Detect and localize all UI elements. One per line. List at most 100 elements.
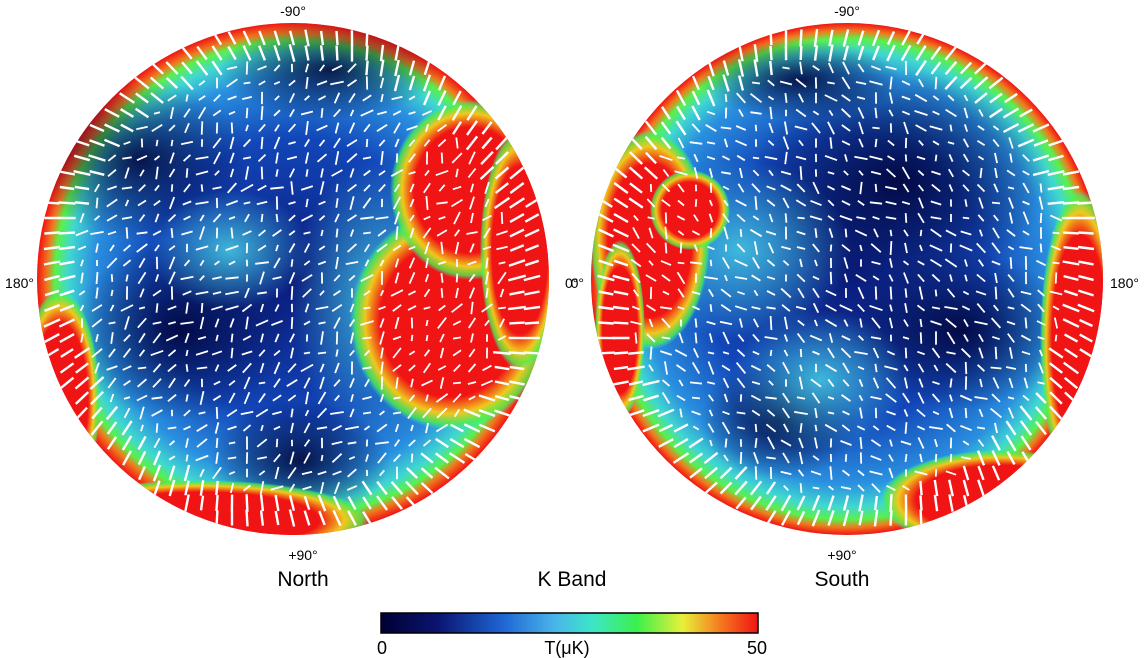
polarization-vector [290, 408, 294, 418]
polarization-vector [691, 90, 701, 106]
polarization-vector [59, 260, 75, 266]
polarization-vector [106, 436, 118, 450]
polarization-vector [644, 120, 658, 136]
polarization-vector [452, 90, 462, 106]
polarization-vector [185, 94, 189, 102]
polarization-vector [841, 76, 851, 90]
polarization-vector [524, 244, 540, 252]
polarization-vector [873, 228, 879, 238]
polarization-vector [347, 510, 357, 526]
polarization-vector [872, 216, 880, 220]
polarization-vector [812, 486, 820, 490]
polarization-vector [1008, 137, 1014, 149]
polarization-vector [768, 380, 774, 386]
polarization-vector [378, 139, 386, 147]
polarization-vector [494, 365, 510, 371]
polarization-vector [330, 80, 344, 86]
polarization-vector [677, 137, 685, 149]
polarization-vector [722, 351, 730, 355]
polarization-vector [106, 421, 118, 435]
polarization-vector [784, 92, 788, 104]
polarization-vector [275, 244, 279, 252]
polarization-vector [736, 92, 746, 104]
polarization-vector [88, 154, 106, 162]
polarization-vector [766, 306, 776, 310]
polarization-vector [959, 76, 973, 90]
polarization-vector [348, 93, 356, 103]
polarization-vector [408, 60, 416, 76]
polarization-vector [813, 45, 819, 61]
polarization-vector [451, 121, 463, 135]
polarization-vector [494, 394, 510, 402]
polarization-vector [362, 366, 372, 370]
polarization-vector [975, 290, 987, 296]
polarization-vector [74, 139, 90, 147]
polarization-vector [300, 214, 314, 222]
polarization-vector [500, 211, 504, 225]
polarization-vector [707, 361, 715, 375]
polarization-vector [151, 396, 163, 400]
polarization-vector [1049, 391, 1063, 405]
polarization-vector [613, 290, 629, 296]
polarization-vector [888, 454, 894, 462]
polarization-vector [691, 361, 701, 375]
polarization-vector [185, 349, 189, 357]
polarization-vector [478, 423, 496, 433]
polarization-vector [648, 318, 654, 328]
polarization-vector [453, 381, 461, 385]
polarization-vector [828, 485, 834, 491]
polarization-vector [44, 289, 60, 297]
polarization-vector [168, 168, 176, 178]
polarization-vector [106, 198, 118, 208]
polarization-vector [288, 168, 296, 178]
polarization-vector [855, 81, 867, 85]
polarization-vector [857, 484, 865, 492]
polarization-vector [1039, 212, 1043, 224]
polarization-vector [674, 170, 688, 176]
polarization-vector [422, 439, 432, 447]
polarization-vector [765, 230, 777, 236]
polarization-vector [242, 335, 252, 341]
polarization-vector [734, 466, 748, 480]
polarization-vector [944, 75, 958, 91]
polarization-vector [869, 304, 883, 312]
polarization-vector [767, 436, 775, 450]
polarization-vector [934, 438, 938, 448]
polarization-vector [827, 510, 835, 526]
polarization-vector [678, 332, 684, 344]
polarization-vector [168, 479, 176, 497]
polarization-vector [812, 455, 820, 461]
polarization-vector [392, 244, 402, 252]
polarization-vector [245, 316, 249, 330]
polarization-vector [271, 320, 283, 326]
polarization-vector [484, 319, 490, 327]
polarization-vector [485, 257, 489, 269]
polarization-vector [870, 243, 882, 253]
polarization-vector [363, 123, 371, 133]
polarization-vector [106, 257, 118, 269]
polarization-vector [214, 170, 220, 176]
polarization-vector [185, 438, 189, 448]
polarization-vector [509, 365, 525, 371]
polarization-vector [693, 244, 699, 252]
polarization-vector [196, 424, 208, 432]
polarization-vector [902, 336, 910, 340]
polarization-vector [198, 95, 206, 101]
polarization-vector [227, 31, 237, 45]
polarization-vector [812, 275, 820, 281]
polarization-vector [274, 333, 280, 343]
polarization-vector [901, 30, 911, 46]
polarization-vector [273, 80, 281, 86]
polarization-vector [722, 256, 730, 270]
polarization-vector [1019, 420, 1033, 436]
polarization-vector [750, 364, 762, 372]
polarization-vector [1008, 212, 1014, 224]
polarization-vector [304, 409, 310, 417]
polarization-vector [959, 61, 973, 75]
polarization-vector [1002, 122, 1020, 134]
polarization-vector [195, 454, 209, 462]
polarization-vector [333, 137, 341, 149]
polarization-vector [244, 166, 250, 180]
polarization-vector [824, 318, 838, 328]
polarization-vector [165, 334, 179, 342]
